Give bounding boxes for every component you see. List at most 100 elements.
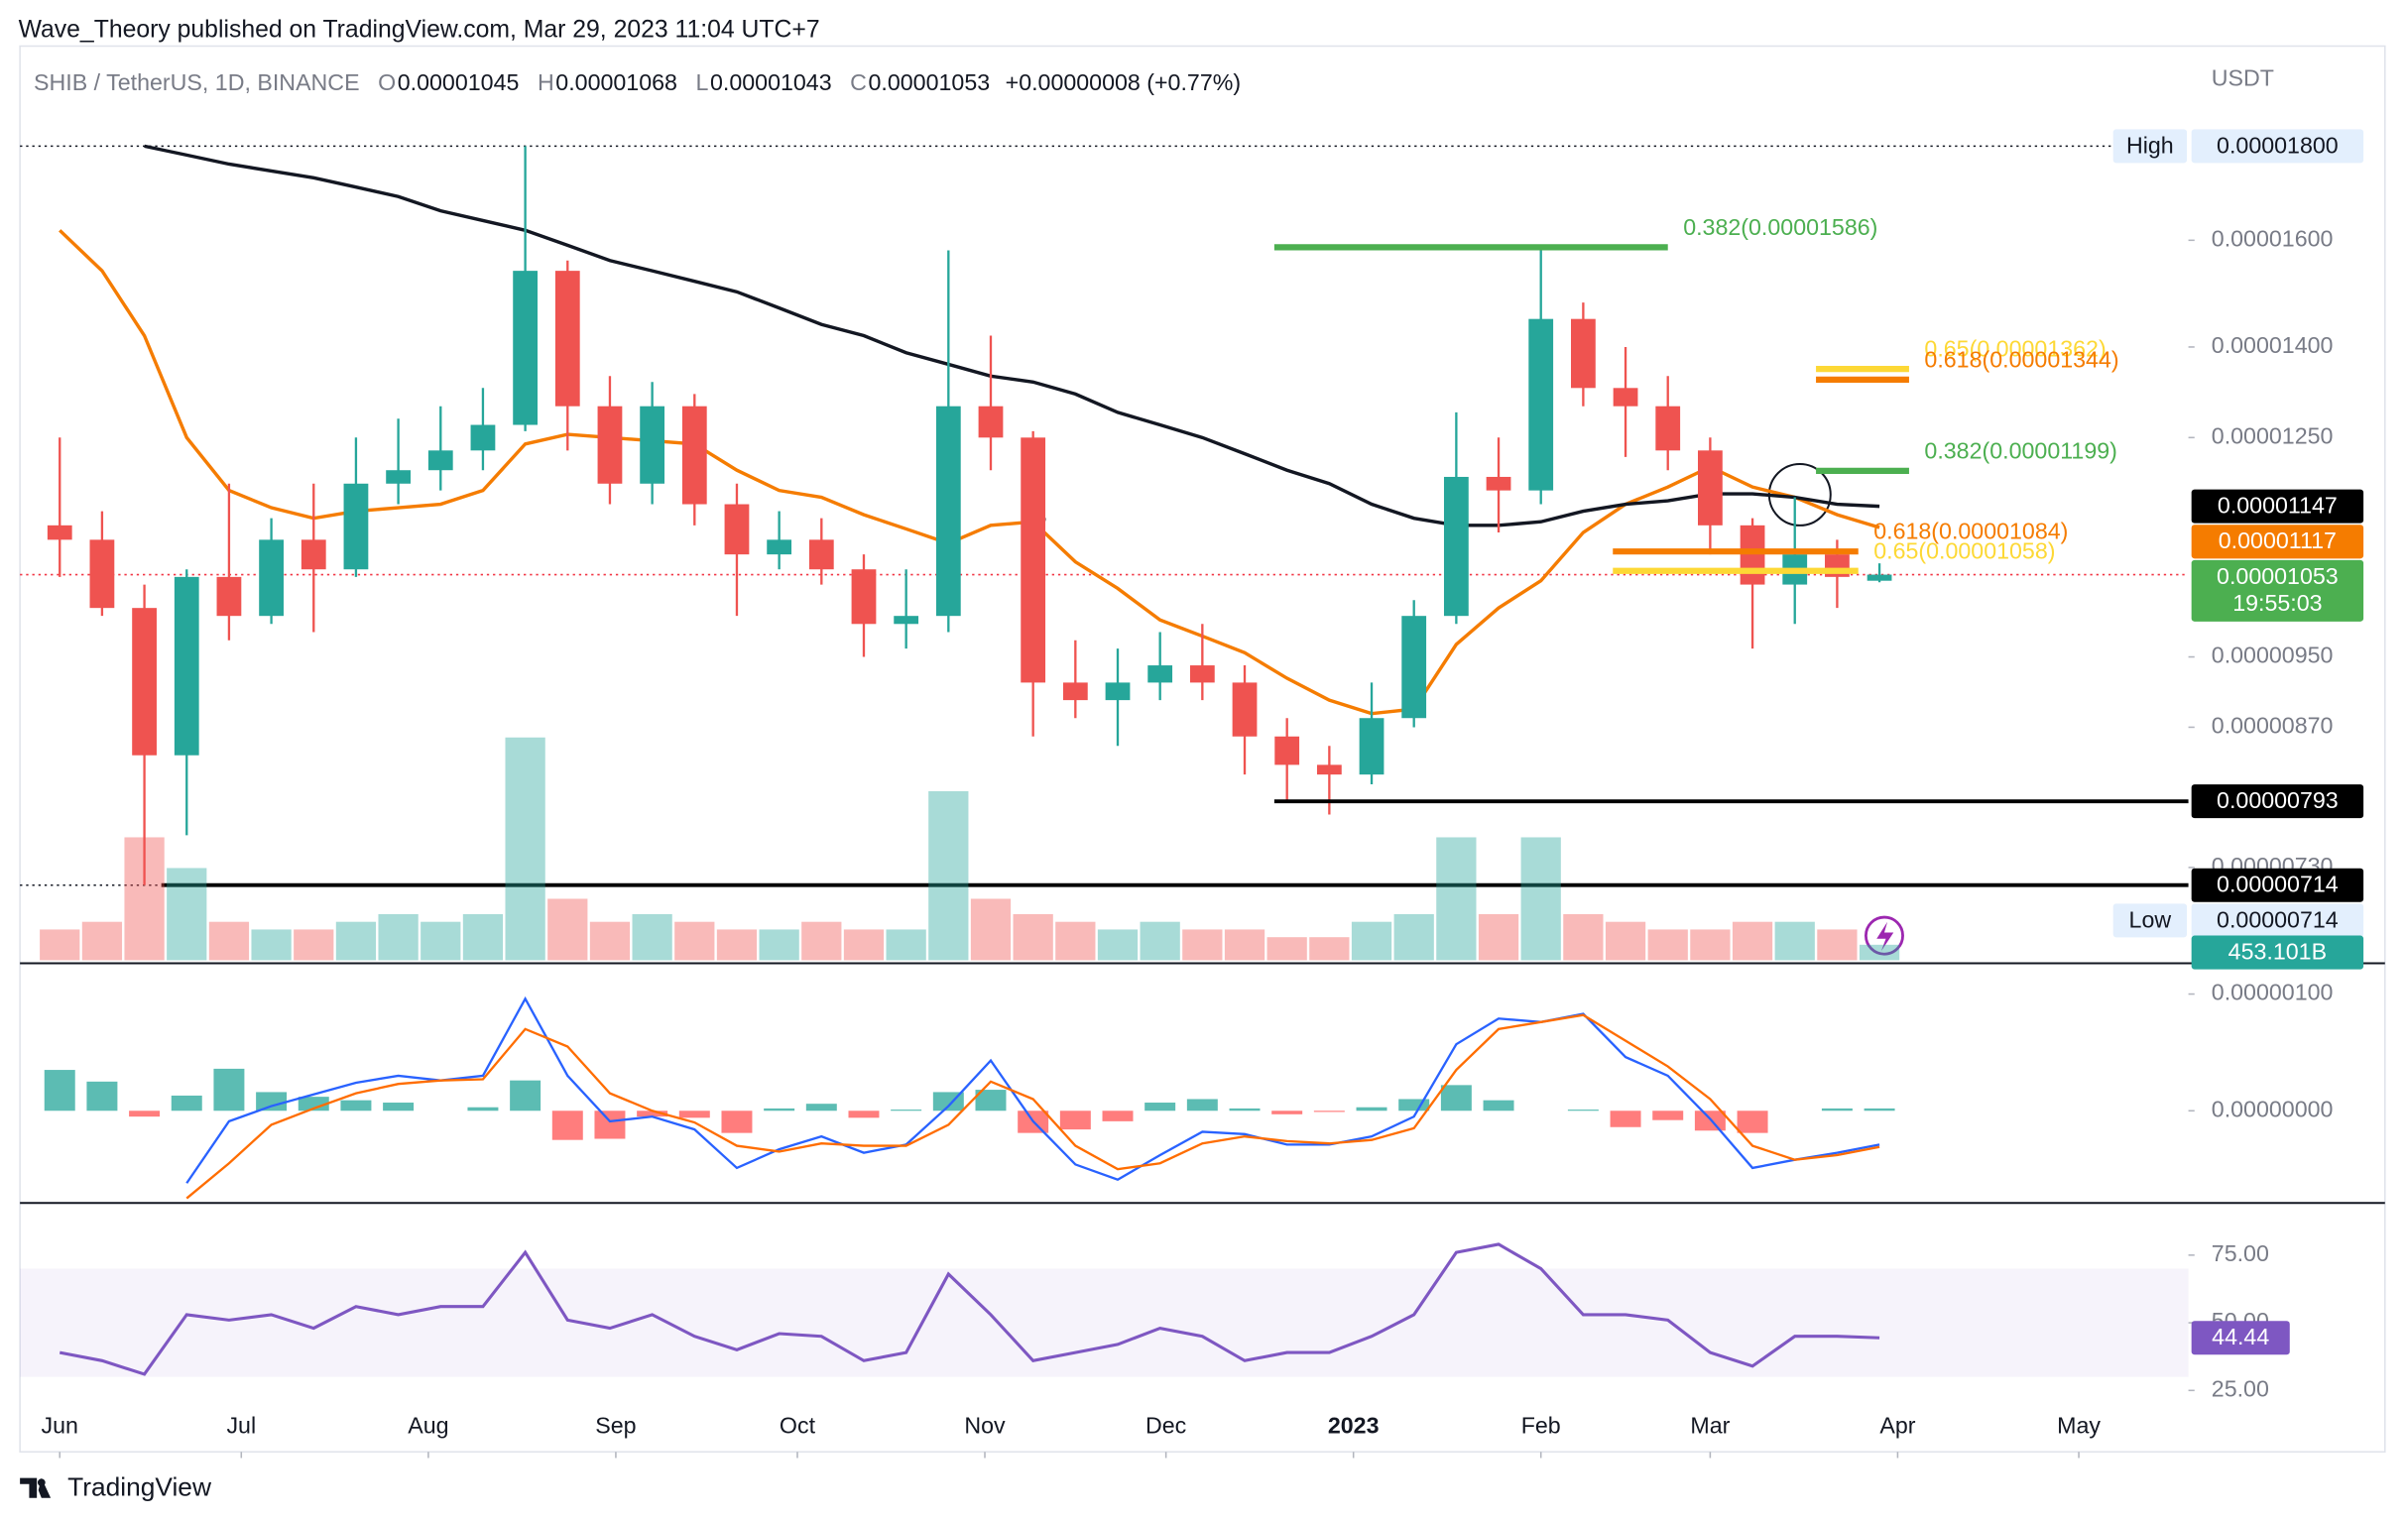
volume-bar: [1478, 913, 1519, 961]
legend-item: L: [696, 69, 709, 95]
candle-body: [216, 576, 242, 617]
volume-bar: [589, 921, 631, 961]
candle-body: [1021, 437, 1046, 683]
volume-bar: [801, 921, 842, 961]
price-label-text: 0.00000793: [2217, 787, 2339, 813]
y-tick-label: 75.00: [2212, 1240, 2269, 1266]
candle-body: [132, 608, 157, 756]
volume-bar: [1817, 929, 1858, 961]
macd-histogram-bar: [256, 1092, 288, 1112]
volume-bar: [843, 929, 885, 961]
macd-histogram-bar: [678, 1111, 710, 1118]
candle-body: [174, 576, 199, 756]
candle-body: [47, 525, 72, 540]
y-tick-label: 0.00000000: [2212, 1096, 2334, 1121]
legend-item: 0.00001053: [869, 69, 991, 95]
volume-bar: [1859, 944, 1900, 961]
volume-bar: [378, 913, 419, 961]
x-tick-label: Mar: [1690, 1413, 1730, 1439]
price-tag-box: [2112, 129, 2188, 164]
macd-histogram-bar: [637, 1111, 668, 1117]
published-line: Wave_Theory published on TradingView.com…: [19, 17, 820, 44]
x-tick-label: Dec: [1145, 1413, 1186, 1439]
candle-body: [767, 539, 792, 555]
level-label: 0.382(0.00001586): [1683, 214, 1877, 240]
volume-bar: [1436, 837, 1477, 961]
price-label-text: 0.00001800: [2217, 132, 2339, 158]
footer-logo: TradingView: [20, 1471, 212, 1501]
volume-bar: [505, 737, 545, 961]
axis-unit: USDT: [2212, 65, 2274, 91]
x-tick-label: Aug: [408, 1413, 448, 1439]
volume-bar: [1732, 921, 1773, 961]
price-label-box: [2191, 868, 2364, 902]
candle-body: [301, 539, 326, 570]
candle-body: [1147, 665, 1173, 683]
level-label: 0.618(0.00001084): [1873, 519, 2068, 544]
volume-bar: [40, 929, 80, 961]
rsi-band: [20, 1268, 2189, 1377]
macd-histogram-bar: [1356, 1107, 1387, 1112]
candle-body: [894, 616, 919, 625]
volume-bar: [547, 898, 588, 961]
candle-body: [597, 406, 623, 484]
candle-body: [554, 271, 580, 407]
moving-average: [144, 144, 1880, 527]
macd-histogram-bar: [1102, 1111, 1134, 1121]
y-tick-label: 0.00000950: [2212, 643, 2334, 668]
volume-bar: [335, 921, 377, 961]
y-tick-label: 0.00001250: [2212, 422, 2334, 448]
macd-histogram-bar: [1440, 1085, 1472, 1112]
candle-body: [259, 539, 284, 617]
x-tick-label: Apr: [1879, 1413, 1915, 1439]
macd-histogram-bar: [1652, 1111, 1684, 1120]
volume-bar: [970, 898, 1012, 961]
y-tick-label: 0.00001600: [2212, 225, 2334, 251]
volume-bar: [1309, 937, 1350, 961]
candle-body: [1232, 682, 1258, 737]
macd-histogram-bar: [1229, 1108, 1261, 1112]
macd-histogram-bar: [805, 1104, 837, 1112]
price-label-text: 0.00001117: [2219, 527, 2337, 553]
macd-line: [185, 995, 1880, 1184]
price-label-box: [2191, 784, 2364, 819]
candle-body: [1570, 318, 1596, 389]
level-label: 0.618(0.00001344): [1924, 346, 2118, 372]
volume-bar: [886, 929, 926, 961]
y-tick-label: 0.00001400: [2212, 332, 2334, 358]
macd-histogram-bar: [1059, 1111, 1091, 1130]
rsi-label: 44.44: [2212, 1324, 2269, 1349]
macd-histogram-bar: [975, 1090, 1007, 1112]
candle-body: [343, 483, 369, 570]
price-label-text: 0.00000714: [2217, 906, 2339, 932]
legend: SHIB / TetherUS, 1D, BINANCE O 0.00001045 H…: [34, 69, 1241, 95]
candle-body: [1062, 682, 1088, 701]
x-tick-label: Nov: [964, 1413, 1006, 1439]
x-tick-label: May: [2057, 1413, 2101, 1439]
macd-histogram-bar: [1271, 1111, 1303, 1114]
macd-histogram-bar: [86, 1081, 118, 1112]
macd-line: [185, 1013, 1880, 1200]
macd-histogram-bar: [467, 1107, 499, 1112]
volume-bar: [124, 837, 165, 961]
macd-histogram-bar: [298, 1097, 329, 1112]
y-tick-label: 0.00000100: [2212, 980, 2334, 1005]
candle-body: [1443, 476, 1469, 617]
volume-bar: [1605, 921, 1646, 961]
macd-histogram-bar: [383, 1103, 415, 1112]
legend-item: C: [850, 69, 867, 95]
volume-label-box: [2191, 935, 2364, 970]
candle-body: [1401, 616, 1427, 719]
volume-bar: [1563, 913, 1604, 961]
volume-bar: [1266, 937, 1307, 961]
macd-histogram-bar: [171, 1095, 202, 1112]
level-label: 0.65(0.00001362): [1924, 336, 2106, 362]
legend-item: 0.00001045: [398, 69, 520, 95]
volume-bar: [81, 921, 123, 961]
volume-bar: [674, 921, 715, 961]
volume-bar: [1055, 921, 1096, 961]
legend-item: O: [378, 69, 396, 95]
volume-bar: [1520, 837, 1561, 961]
